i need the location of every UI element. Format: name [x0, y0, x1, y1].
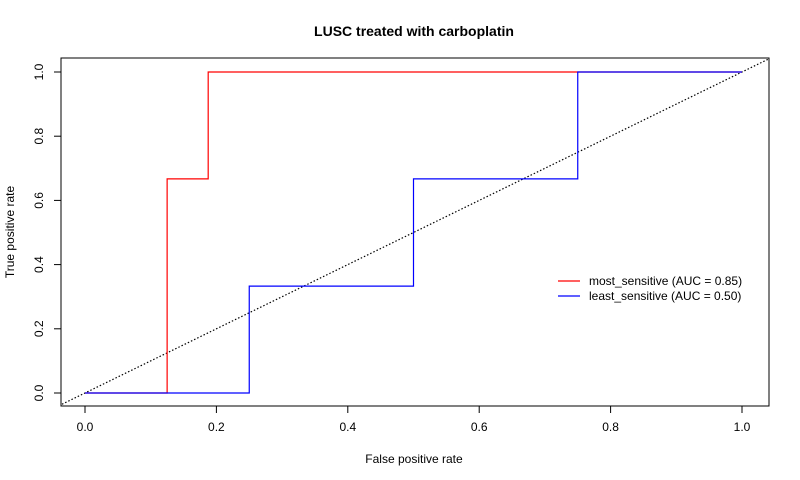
roc-curve-least-sensitive	[85, 71, 742, 394]
x-tick-label: 0.6	[471, 420, 488, 434]
y-tick-label: 0.0	[32, 384, 46, 401]
x-tick-label: 0.0	[77, 420, 94, 434]
y-tick-label: 0.6	[32, 192, 46, 209]
plot-area	[61, 58, 769, 405]
diagonal-reference-line	[61, 58, 769, 405]
y-tick-label: 0.8	[32, 128, 46, 145]
x-axis: 0.0 0.2 0.4 0.6 0.8 1.0	[77, 405, 751, 434]
x-axis-label: False positive rate	[365, 452, 463, 466]
chart-title: LUSC treated with carboplatin	[314, 23, 514, 39]
y-tick-label: 0.4	[32, 256, 46, 273]
x-tick-label: 0.8	[602, 420, 619, 434]
y-axis-label: True positive rate	[3, 186, 17, 279]
legend-entry: least_sensitive (AUC = 0.50)	[589, 289, 741, 303]
x-tick-label: 0.4	[339, 420, 356, 434]
x-tick-label: 1.0	[734, 420, 751, 434]
y-axis: 0.0 0.2 0.4 0.6 0.8 1.0	[32, 63, 62, 401]
y-tick-label: 0.2	[32, 320, 46, 337]
x-tick-label: 0.2	[208, 420, 225, 434]
legend-entry: most_sensitive (AUC = 0.85)	[589, 274, 742, 288]
y-tick-label: 1.0	[32, 63, 46, 80]
legend: most_sensitive (AUC = 0.85)least_sensiti…	[558, 274, 742, 303]
